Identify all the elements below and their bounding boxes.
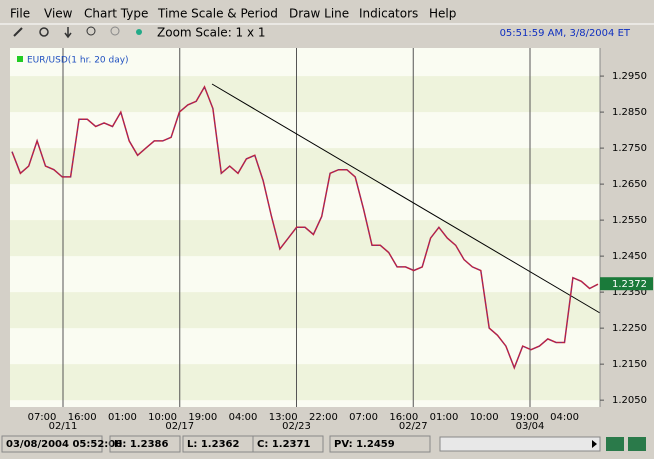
time-label: 19:00 — [188, 412, 217, 423]
color-tool[interactable] — [136, 29, 142, 35]
menu-item[interactable]: File — [10, 7, 30, 21]
legend: EUR/USD(1 hr. 20 day) — [27, 56, 129, 66]
status-text: 03/08/2004 05:52:00 — [6, 439, 122, 450]
y-tick-label: 1.2050 — [612, 395, 647, 406]
toolbar-icons — [13, 26, 142, 39]
filter-button[interactable] — [628, 437, 646, 451]
clock: 05:51:59 AM, 3/8/2004 ET — [500, 28, 631, 39]
date-label: 02/11 — [49, 421, 78, 432]
status-cell — [329, 435, 431, 453]
band — [10, 292, 600, 329]
band — [10, 220, 600, 257]
price-line-shadow — [11, 86, 599, 369]
status-cell — [109, 435, 181, 453]
status-text: L: 1.2362 — [187, 439, 239, 450]
time-label: 16:00 — [389, 412, 418, 423]
time-label: 22:00 — [309, 412, 338, 423]
line-tool[interactable] — [13, 27, 23, 37]
time-label: 10:00 — [470, 412, 499, 423]
menu-item[interactable]: Indicators — [359, 7, 418, 21]
scroll-right[interactable] — [592, 440, 597, 448]
date-label: 02/27 — [399, 421, 428, 432]
y-tick-label: 1.2450 — [612, 251, 647, 262]
status-text: C: 1.2371 — [257, 439, 310, 450]
band — [10, 148, 600, 185]
y-tick-label: 1.2250 — [612, 323, 647, 334]
status-text: H: 1.2386 — [114, 439, 168, 450]
menu-bar: File View Chart Type Time Scale & Period Dra… — [10, 7, 456, 21]
status-cell — [252, 435, 324, 453]
menu-item[interactable]: Help — [429, 7, 456, 21]
time-label: 01:00 — [430, 412, 459, 423]
window-button[interactable] — [606, 437, 624, 451]
time-label: 10:00 — [148, 412, 177, 423]
menu-item[interactable]: Time Scale & Period — [157, 7, 278, 21]
time-label: 19:00 — [510, 412, 539, 423]
date-label: 02/17 — [165, 421, 194, 432]
date-label: 02/23 — [282, 421, 311, 432]
crosshair-tool[interactable] — [39, 27, 49, 37]
menu-item[interactable]: Chart Type — [84, 7, 148, 21]
menu-item[interactable]: View — [44, 7, 73, 21]
y-tick-label: 1.2350 — [612, 287, 647, 298]
scrollbar[interactable] — [439, 436, 601, 452]
time-label: 04:00 — [229, 412, 258, 423]
time-label: 01:00 — [108, 412, 137, 423]
zoom-in[interactable] — [86, 26, 96, 36]
down-tool[interactable] — [64, 27, 72, 39]
y-tick-label: 1.2850 — [612, 107, 647, 118]
time-label: 07:00 — [28, 412, 57, 423]
time-label: 07:00 — [349, 412, 378, 423]
y-tick-label: 1.2750 — [612, 143, 647, 154]
y-tick-label: 1.2150 — [612, 359, 647, 370]
last-price-box — [600, 277, 653, 291]
y-tick-label: 1.2650 — [612, 179, 647, 190]
zoom-scale: Zoom Scale: 1 x 1 — [157, 26, 266, 40]
trend-line — [211, 83, 601, 314]
y-tick-label: 1.2950 — [612, 71, 647, 82]
status-cell — [1, 435, 103, 453]
time-label: 16:00 — [68, 412, 97, 423]
date-label: 03/04 — [516, 421, 545, 432]
time-label: 04:00 — [550, 412, 579, 423]
last-price: 1.2372 — [612, 279, 647, 290]
band — [10, 76, 600, 113]
menu-item[interactable]: Draw Line — [289, 7, 349, 21]
band — [10, 364, 600, 401]
y-tick-label: 1.2550 — [612, 215, 647, 226]
time-label: 13:00 — [269, 412, 298, 423]
zoom-out[interactable] — [110, 26, 120, 36]
legend-swatch — [17, 56, 23, 62]
status-text: PV: 1.2459 — [334, 439, 395, 450]
